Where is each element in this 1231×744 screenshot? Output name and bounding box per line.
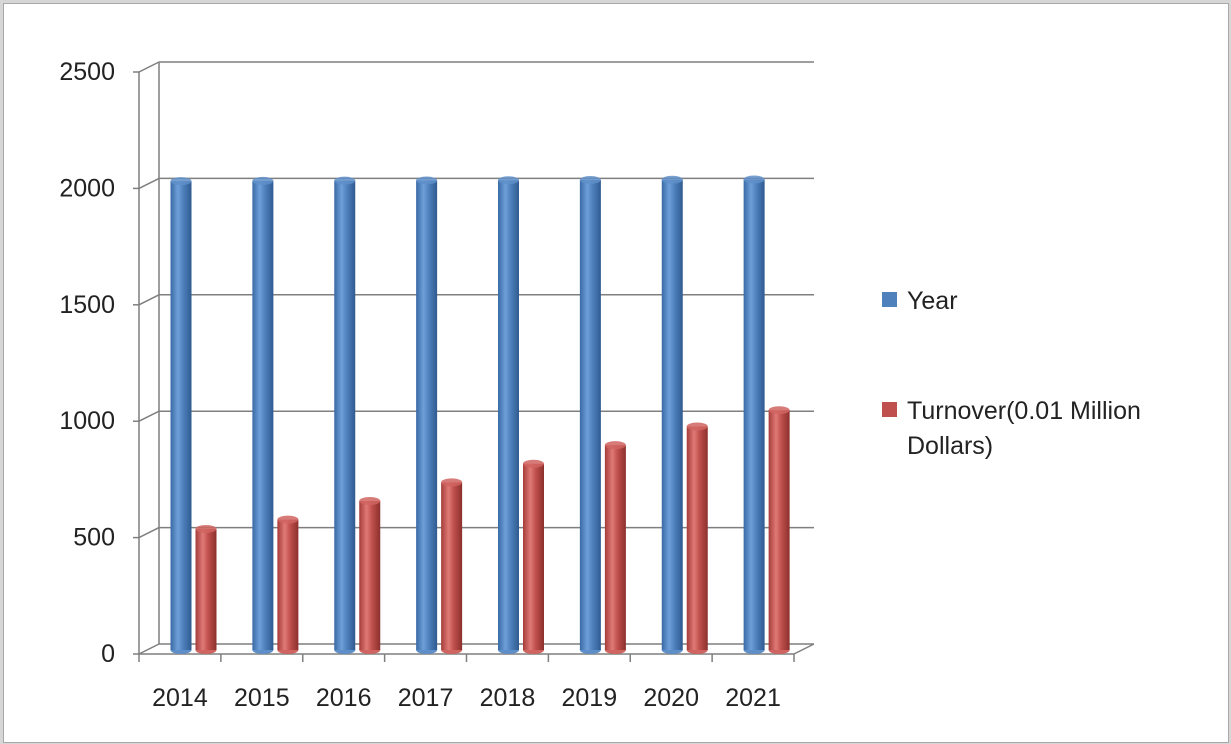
bar-body [416, 180, 438, 651]
gridline-diagonal [138, 526, 160, 539]
bar-top [277, 515, 299, 524]
y-tick-label: 500 [73, 524, 115, 552]
gridline-diagonal [138, 294, 160, 306]
bar-body [252, 180, 274, 650]
gridline-diagonal [138, 643, 160, 655]
y-tick-label: 1500 [59, 291, 115, 319]
legend-swatch [882, 292, 897, 307]
bar-year-2015 [252, 176, 274, 654]
bar-year-2017 [416, 176, 438, 654]
bar-turnover-2020 [686, 422, 708, 654]
y-tick-label: 0 [101, 640, 115, 668]
x-tick-label: 2021 [725, 684, 781, 712]
bar-top [661, 175, 683, 184]
x-tick-label: 2014 [152, 684, 208, 712]
y-tick-label: 2000 [59, 174, 115, 202]
bar-year-2020 [661, 175, 683, 654]
bar-top [686, 422, 708, 431]
legend-label: Turnover(0.01 Million [907, 397, 1141, 425]
y-tick-label: 2500 [59, 58, 115, 86]
bar-body [686, 426, 708, 650]
bar-body [604, 445, 626, 650]
bar-top [195, 524, 217, 533]
bar-top [579, 175, 601, 184]
bar-body [661, 179, 683, 650]
bar-body [359, 501, 381, 650]
bar-body [334, 180, 356, 650]
bar-body [170, 181, 192, 650]
legend-label: Year [907, 287, 958, 315]
x-tick-label: 2020 [643, 684, 699, 712]
legend-item: Turnover(0.01 Million Dollars) [882, 397, 1141, 460]
bar-body [195, 528, 217, 650]
bar-top [334, 176, 356, 185]
bar-turnover-2016 [359, 497, 381, 654]
bar-chart: 0 500 1000 1500 2000 2500 2014 2015 2016 2017 2018… [59, 58, 1141, 712]
gridline-diagonal [138, 177, 160, 190]
x-tick-label: 2017 [398, 684, 454, 712]
legend-swatch [882, 402, 897, 417]
bar-turnover-2019 [604, 441, 626, 654]
x-tick-label: 2019 [562, 684, 618, 712]
bar-body [768, 410, 790, 650]
bar-top [359, 497, 381, 506]
bar-year-2014 [170, 177, 192, 654]
bar-year-2019 [579, 175, 601, 654]
y-tick-label: 1000 [59, 407, 115, 435]
bar-year-2016 [334, 176, 356, 654]
bar-body [743, 179, 765, 650]
bar-body [498, 180, 519, 650]
bar-turnover-2021 [768, 406, 790, 654]
bar-top [441, 478, 463, 487]
bar-body [441, 482, 463, 650]
legend-item: Year [882, 287, 958, 315]
bar-year-2021 [743, 175, 765, 654]
gridline-diagonal [138, 61, 160, 73]
bar-year-2018 [498, 176, 519, 654]
floor-right-edge [793, 643, 815, 655]
chart-frame: 0 500 1000 1500 2000 2500 2014 2015 2016 2017 2018… [3, 3, 1229, 743]
bar-body [523, 463, 544, 650]
gridline-diagonal [138, 410, 160, 422]
bar-top [743, 175, 765, 184]
bar-top [604, 441, 626, 450]
bar-turnover-2018 [523, 459, 544, 654]
x-tick-label: 2016 [316, 684, 372, 712]
bar-top [498, 176, 519, 185]
bar-body [277, 519, 299, 650]
x-tick-label: 2015 [234, 684, 290, 712]
bar-top [768, 406, 790, 415]
bar-body [579, 179, 601, 650]
bar-top [523, 459, 544, 468]
bar-top [252, 176, 274, 185]
bar-turnover-2014 [195, 524, 217, 654]
bar-top [416, 176, 438, 185]
x-tick-label: 2018 [480, 684, 536, 712]
bar-top [170, 177, 192, 186]
bar-turnover-2017 [441, 478, 463, 654]
bar-turnover-2015 [277, 515, 299, 654]
legend-label: Dollars) [907, 432, 993, 460]
